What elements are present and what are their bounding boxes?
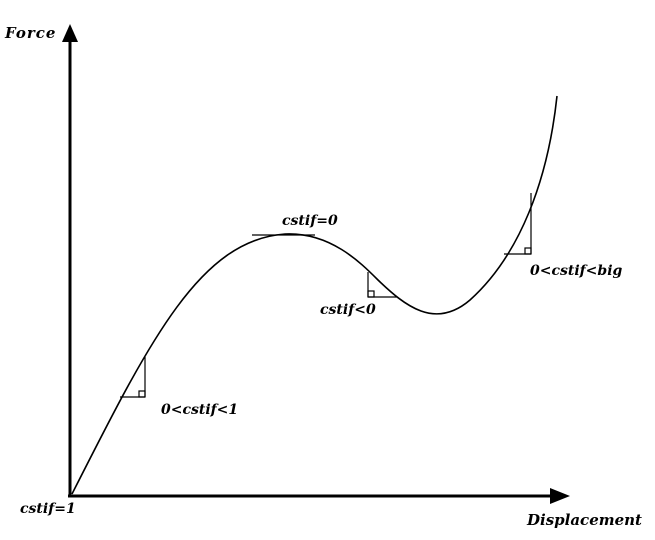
softening-label: cstif<0 [320,302,376,318]
y-axis-label: Force [5,24,57,42]
softening-slope-triangle [367,272,397,298]
origin-label: cstif=1 [20,501,76,517]
initial-slope-triangle [120,357,146,398]
force-displacement-curve [71,95,558,495]
y-axis-arrowhead [62,24,78,42]
initial-slope-label: 0<cstif<1 [161,402,239,418]
x-axis-label: Displacement [527,511,642,529]
hardening-label: 0<cstif<big [530,263,623,279]
axes [68,36,552,498]
x-axis-arrowhead [550,488,570,504]
peak-label: cstif=0 [282,213,338,229]
hardening-slope-triangle [504,193,532,255]
